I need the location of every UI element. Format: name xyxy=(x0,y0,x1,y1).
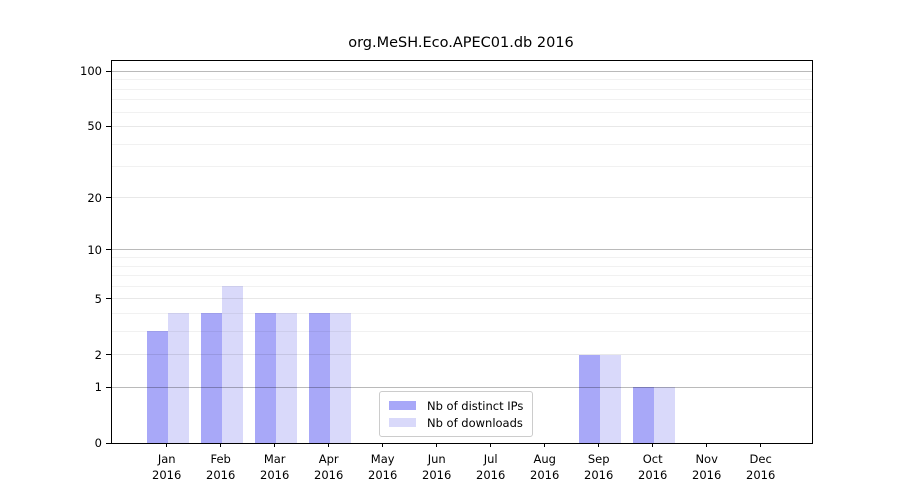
gridline-100 xyxy=(112,70,812,72)
bar-ips-apr xyxy=(308,313,330,443)
legend-label-downloads: Nb of downloads xyxy=(427,415,523,430)
gridline-4 xyxy=(112,312,812,314)
bar-downloads-sep xyxy=(599,354,621,443)
bar-downloads-jan xyxy=(167,313,189,443)
gridline-2 xyxy=(112,354,812,356)
x-tick-feb xyxy=(220,443,222,447)
x-tick-label-dec: Dec 2016 xyxy=(746,452,776,482)
gridline-50 xyxy=(112,125,812,127)
x-tick-aug xyxy=(544,443,546,447)
x-tick-may xyxy=(382,443,384,447)
y-tick-label-5: 5 xyxy=(94,291,102,306)
bar-ips-jan xyxy=(146,331,168,443)
y-tick-label-1: 1 xyxy=(94,380,102,395)
x-tick-nov xyxy=(706,443,708,447)
gridline-9 xyxy=(112,257,812,259)
x-tick-apr xyxy=(328,443,330,447)
gridline-3 xyxy=(112,330,812,332)
x-tick-jan xyxy=(166,443,168,447)
y-tick-label-100: 100 xyxy=(80,64,102,79)
gridline-30 xyxy=(112,166,812,168)
legend-swatch-downloads-icon xyxy=(389,418,416,427)
gridline-10 xyxy=(112,249,812,251)
x-tick-label-jun: Jun 2016 xyxy=(422,452,452,482)
bar-downloads-oct xyxy=(653,387,675,443)
x-tick-label-apr: Apr 2016 xyxy=(314,452,344,482)
y-tick-50 xyxy=(106,125,111,127)
y-tick-label-2: 2 xyxy=(94,347,102,362)
legend-label-distinct-ips: Nb of distinct IPs xyxy=(427,398,524,413)
bar-downloads-apr xyxy=(329,313,351,443)
gridline-7 xyxy=(112,275,812,277)
gridline-40 xyxy=(112,143,812,145)
gridline-1 xyxy=(112,386,812,388)
x-tick-label-jul: Jul 2016 xyxy=(476,452,506,482)
gridline-8 xyxy=(112,265,812,267)
y-tick-label-20: 20 xyxy=(87,190,102,205)
x-tick-label-mar: Mar 2016 xyxy=(260,452,290,482)
x-tick-jul xyxy=(490,443,492,447)
x-tick-label-feb: Feb 2016 xyxy=(206,452,236,482)
y-tick-100 xyxy=(106,70,111,72)
legend: Nb of distinct IPs Nb of downloads xyxy=(379,391,534,437)
gridline-70 xyxy=(112,99,812,101)
x-tick-oct xyxy=(652,443,654,447)
y-tick-label-10: 10 xyxy=(87,242,102,257)
x-tick-label-aug: Aug 2016 xyxy=(530,452,560,482)
x-tick-label-oct: Oct 2016 xyxy=(638,452,668,482)
chart-title: org.MeSH.Eco.APEC01.db 2016 xyxy=(348,35,574,51)
x-tick-mar xyxy=(274,443,276,447)
y-tick-20 xyxy=(106,197,111,199)
bar-downloads-mar xyxy=(275,313,297,443)
gridline-80 xyxy=(112,88,812,90)
bar-ips-sep xyxy=(578,354,600,443)
y-tick-5 xyxy=(106,298,111,300)
y-tick-10 xyxy=(106,249,111,251)
gridline-6 xyxy=(112,285,812,287)
gridline-90 xyxy=(112,79,812,81)
gridline-20 xyxy=(112,197,812,199)
y-tick-1 xyxy=(106,386,111,388)
x-tick-label-nov: Nov 2016 xyxy=(692,452,722,482)
legend-item-downloads: Nb of downloads xyxy=(389,415,523,430)
gridline-5 xyxy=(112,298,812,300)
y-tick-label-50: 50 xyxy=(87,119,102,134)
y-tick-2 xyxy=(106,354,111,356)
y-tick-label-0: 0 xyxy=(94,436,102,450)
legend-swatch-distinct-ips-icon xyxy=(389,401,416,410)
x-tick-dec xyxy=(760,443,762,447)
bar-ips-mar xyxy=(254,313,276,443)
x-tick-label-sep: Sep 2016 xyxy=(584,452,614,482)
x-tick-sep xyxy=(598,443,600,447)
x-tick-label-may: May 2016 xyxy=(368,452,398,482)
y-tick-0 xyxy=(106,442,111,444)
legend-item-distinct-ips: Nb of distinct IPs xyxy=(389,398,523,413)
plot-area xyxy=(111,60,813,444)
bar-ips-oct xyxy=(632,387,654,443)
bar-ips-feb xyxy=(200,313,222,443)
gridline-60 xyxy=(112,111,812,113)
x-tick-label-jan: Jan 2016 xyxy=(152,452,182,482)
bar-downloads-feb xyxy=(221,286,243,443)
x-tick-jun xyxy=(436,443,438,447)
